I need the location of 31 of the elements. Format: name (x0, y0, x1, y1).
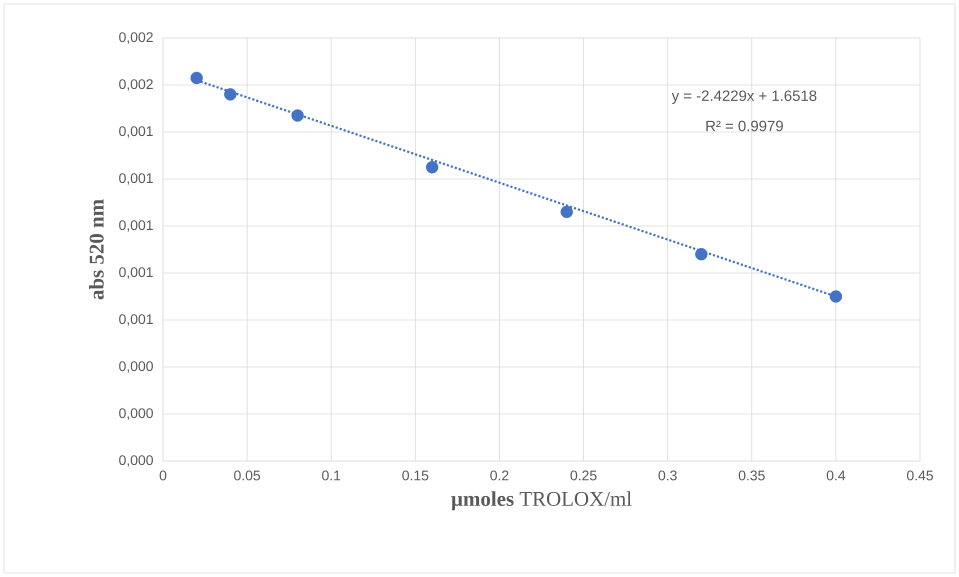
x-tick-label: 0.45 (906, 470, 933, 480)
y-axis-title: abs 520 nm (89, 199, 104, 300)
point (190, 72, 203, 84)
annotation: R² = 0.9979 (706, 120, 783, 132)
x-tick-label: 0.4 (826, 470, 846, 480)
x-tick-label: 0.35 (738, 470, 765, 480)
point (830, 290, 842, 303)
y-tick-label: 0,001 (119, 314, 153, 326)
y-tick-label: 0,000 (119, 455, 153, 467)
y-tick-label: 0,001 (119, 126, 153, 138)
point (695, 248, 708, 260)
point (426, 161, 438, 174)
y-tick-label: 0,000 (119, 408, 153, 420)
x-tick-label: 0.25 (570, 470, 597, 480)
y-tick-label: 0,002 (119, 79, 153, 91)
annotation: y = -2.4229x + 1.6518 (672, 90, 816, 104)
y-tick-label: 0,001 (119, 267, 153, 279)
y-tick-label: 0,001 (119, 220, 153, 232)
y-tick-label: 0,000 (119, 361, 153, 373)
y-tick-label: 0,001 (119, 173, 153, 185)
y-tick-label: 0,002 (119, 32, 153, 44)
point (224, 88, 236, 101)
point (560, 206, 573, 218)
x-tick-label: 0.3 (658, 470, 677, 480)
point (291, 109, 304, 122)
x-tick-label: 0.15 (402, 470, 428, 480)
x-tick-label: 0.1 (322, 470, 340, 480)
x-tick-label: 0.05 (234, 470, 260, 480)
x-tick-label: 0 (160, 470, 166, 480)
x-tick-label: 0.2 (490, 470, 508, 480)
x-axis-title: µmoles TROLOX/ml (451, 491, 632, 510)
